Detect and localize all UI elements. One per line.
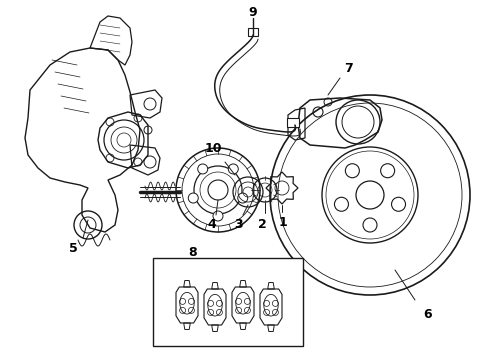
Text: 4: 4 bbox=[208, 219, 217, 231]
Circle shape bbox=[228, 164, 238, 174]
Text: 8: 8 bbox=[189, 246, 197, 258]
Bar bbox=[153, 258, 303, 346]
Bar bbox=[248, 28, 258, 36]
Text: 2: 2 bbox=[258, 217, 267, 230]
Circle shape bbox=[213, 211, 223, 221]
Text: 9: 9 bbox=[249, 5, 257, 18]
Circle shape bbox=[188, 193, 198, 203]
Circle shape bbox=[198, 164, 208, 174]
Bar bbox=[287, 118, 299, 127]
Text: 10: 10 bbox=[204, 141, 222, 154]
Text: 7: 7 bbox=[343, 62, 352, 75]
Text: 6: 6 bbox=[424, 309, 432, 321]
Text: 3: 3 bbox=[234, 219, 243, 231]
Circle shape bbox=[238, 193, 248, 203]
Text: 5: 5 bbox=[69, 242, 77, 255]
Text: 1: 1 bbox=[279, 216, 287, 230]
